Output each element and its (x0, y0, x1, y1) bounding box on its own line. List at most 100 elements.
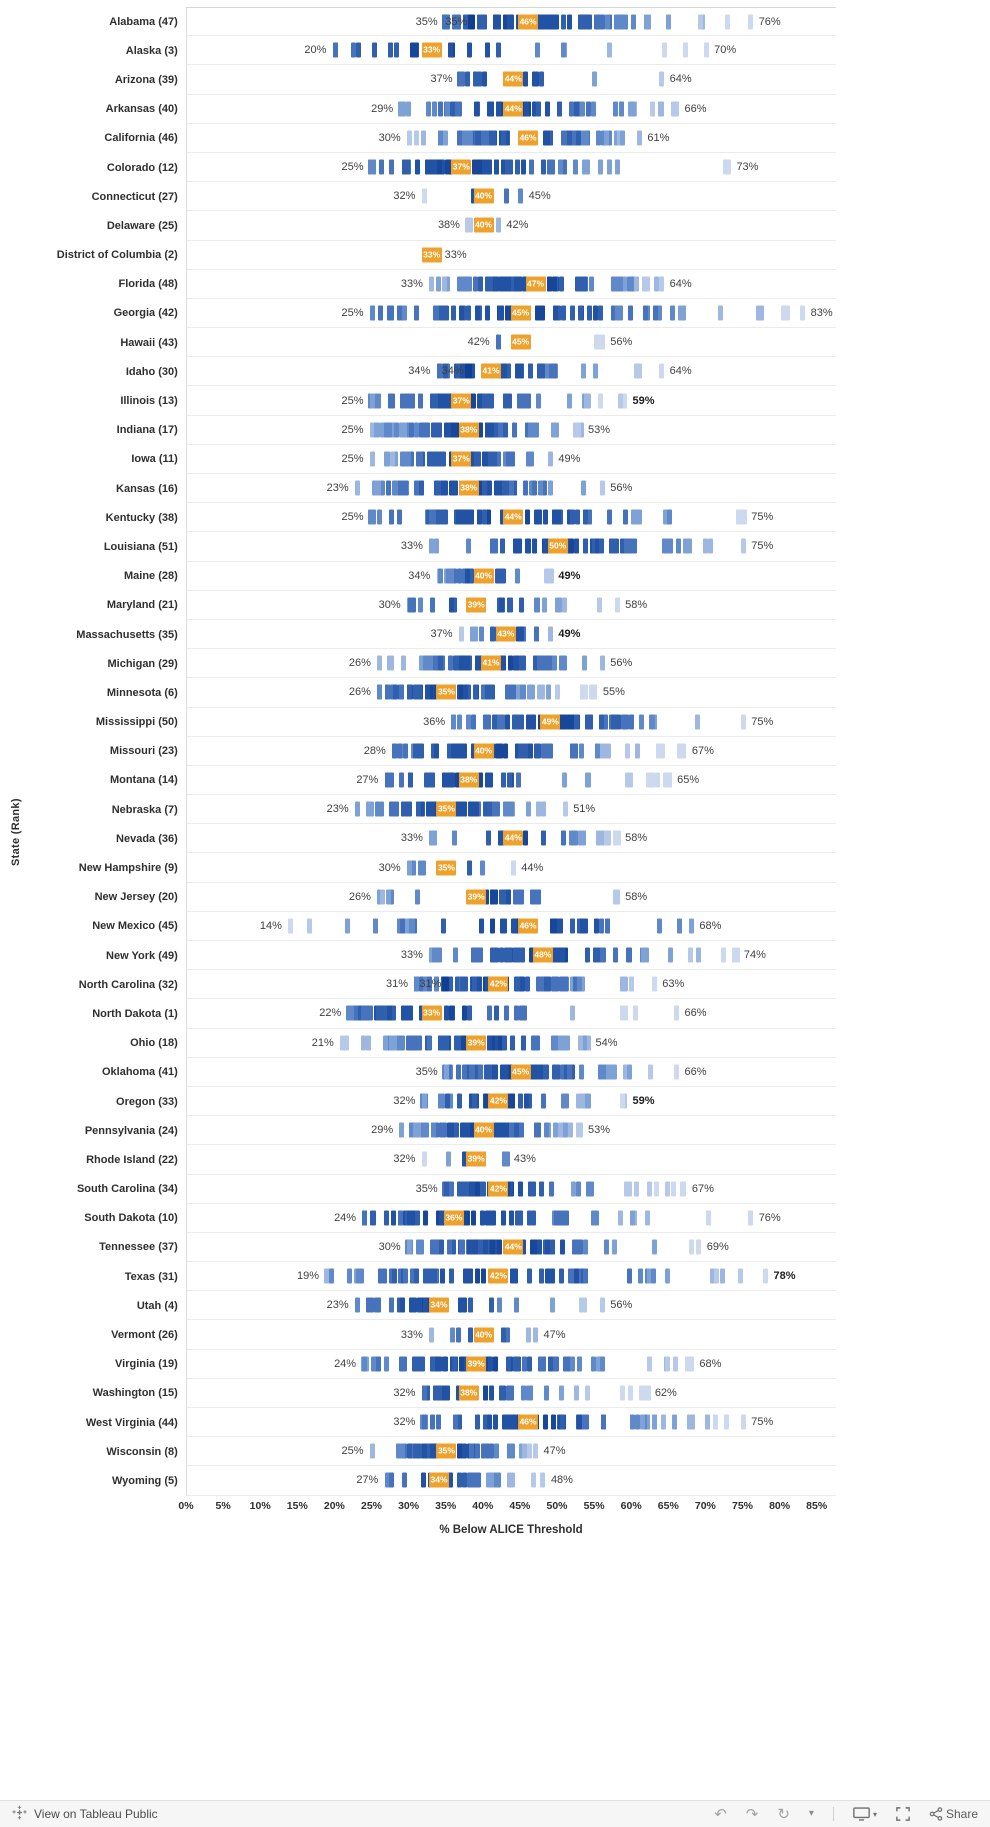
county-mark[interactable] (370, 1210, 376, 1226)
county-mark[interactable] (444, 393, 450, 409)
county-mark[interactable] (405, 101, 411, 117)
county-mark[interactable] (457, 276, 466, 292)
county-mark[interactable] (533, 509, 539, 525)
county-mark[interactable] (574, 509, 580, 525)
county-mark[interactable] (580, 684, 586, 700)
county-mark[interactable] (461, 801, 467, 817)
state-value-marker[interactable]: 50% (547, 538, 568, 554)
county-mark[interactable] (535, 393, 541, 409)
county-mark[interactable] (593, 305, 599, 321)
county-mark[interactable] (612, 947, 618, 963)
county-mark[interactable] (573, 422, 582, 438)
county-mark[interactable] (492, 451, 498, 467)
county-mark[interactable] (509, 480, 515, 496)
state-label[interactable]: New Jersey (20) (94, 891, 178, 904)
county-mark[interactable] (452, 568, 458, 584)
state-label[interactable]: Pennsylvania (24) (84, 1124, 178, 1137)
county-mark[interactable] (540, 801, 546, 817)
county-mark[interactable] (467, 1239, 473, 1255)
state-label[interactable]: Massachusetts (35) (76, 628, 178, 641)
county-mark[interactable] (375, 801, 384, 817)
county-mark[interactable] (455, 976, 461, 992)
county-mark[interactable] (451, 305, 457, 321)
county-mark[interactable] (504, 714, 510, 730)
county-mark[interactable] (731, 947, 740, 963)
county-mark[interactable] (703, 42, 709, 58)
county-mark[interactable] (688, 1239, 694, 1255)
county-mark[interactable] (420, 1122, 426, 1138)
county-mark[interactable] (554, 597, 560, 613)
county-mark[interactable] (508, 305, 514, 321)
county-mark[interactable] (464, 217, 473, 233)
county-mark[interactable] (408, 597, 417, 613)
county-mark[interactable] (328, 1268, 334, 1284)
county-mark[interactable] (531, 1472, 537, 1488)
state-label[interactable]: New Hampshire (9) (78, 862, 178, 875)
county-mark[interactable] (473, 976, 482, 992)
county-mark[interactable] (434, 976, 440, 992)
county-mark[interactable] (585, 1385, 591, 1401)
county-mark[interactable] (421, 1443, 427, 1459)
county-mark[interactable] (453, 1414, 459, 1430)
county-mark[interactable] (519, 714, 525, 730)
redo-icon[interactable]: ↷ (745, 1805, 759, 1823)
county-mark[interactable] (434, 1356, 443, 1372)
county-mark[interactable] (475, 130, 484, 146)
county-mark[interactable] (490, 918, 496, 934)
county-mark[interactable] (670, 1181, 676, 1197)
county-mark[interactable] (491, 130, 497, 146)
state-label[interactable]: Vermont (26) (111, 1329, 178, 1342)
county-mark[interactable] (492, 1356, 498, 1372)
county-mark[interactable] (526, 393, 532, 409)
county-mark[interactable] (501, 1151, 510, 1167)
county-mark[interactable] (399, 451, 405, 467)
county-mark[interactable] (591, 1356, 597, 1372)
county-mark[interactable] (471, 947, 477, 963)
county-mark[interactable] (429, 276, 435, 292)
county-mark[interactable] (671, 1414, 677, 1430)
county-mark[interactable] (526, 801, 532, 817)
county-mark[interactable] (594, 947, 600, 963)
county-mark[interactable] (494, 276, 500, 292)
county-mark[interactable] (557, 1035, 566, 1051)
state-value-marker[interactable]: 34% (429, 1297, 450, 1313)
county-mark[interactable] (418, 422, 424, 438)
county-mark[interactable] (411, 1035, 417, 1051)
state-label[interactable]: Rhode Island (22) (86, 1153, 178, 1166)
county-mark[interactable] (520, 159, 526, 175)
county-mark[interactable] (412, 684, 418, 700)
county-mark[interactable] (549, 918, 558, 934)
county-mark[interactable] (542, 480, 548, 496)
county-mark[interactable] (549, 1268, 555, 1284)
county-mark[interactable] (627, 101, 633, 117)
county-mark[interactable] (456, 1327, 462, 1343)
county-mark[interactable] (660, 1414, 666, 1430)
county-mark[interactable] (350, 42, 356, 58)
state-value-marker[interactable]: 36% (443, 1210, 464, 1226)
county-mark[interactable] (612, 1239, 618, 1255)
state-value-marker[interactable]: 45% (510, 305, 531, 321)
county-mark[interactable] (461, 743, 467, 759)
county-mark[interactable] (471, 393, 477, 409)
county-mark[interactable] (562, 597, 568, 613)
county-mark[interactable] (651, 1239, 657, 1255)
state-label[interactable]: Utah (4) (136, 1299, 178, 1312)
county-mark[interactable] (402, 480, 408, 496)
county-mark[interactable] (664, 1268, 670, 1284)
county-mark[interactable] (433, 1385, 439, 1401)
state-label[interactable]: North Carolina (32) (78, 978, 178, 991)
county-mark[interactable] (437, 655, 443, 671)
county-mark[interactable] (684, 538, 693, 554)
county-mark[interactable] (518, 743, 524, 759)
county-mark[interactable] (466, 276, 472, 292)
county-mark[interactable] (503, 743, 509, 759)
state-value-marker[interactable]: 33% (421, 42, 442, 58)
county-mark[interactable] (613, 889, 619, 905)
county-mark[interactable] (522, 1005, 528, 1021)
county-mark[interactable] (667, 947, 673, 963)
county-mark[interactable] (539, 1356, 545, 1372)
county-mark[interactable] (537, 684, 546, 700)
county-mark[interactable] (429, 538, 435, 554)
county-mark[interactable] (453, 1035, 462, 1051)
county-mark[interactable] (429, 830, 435, 846)
